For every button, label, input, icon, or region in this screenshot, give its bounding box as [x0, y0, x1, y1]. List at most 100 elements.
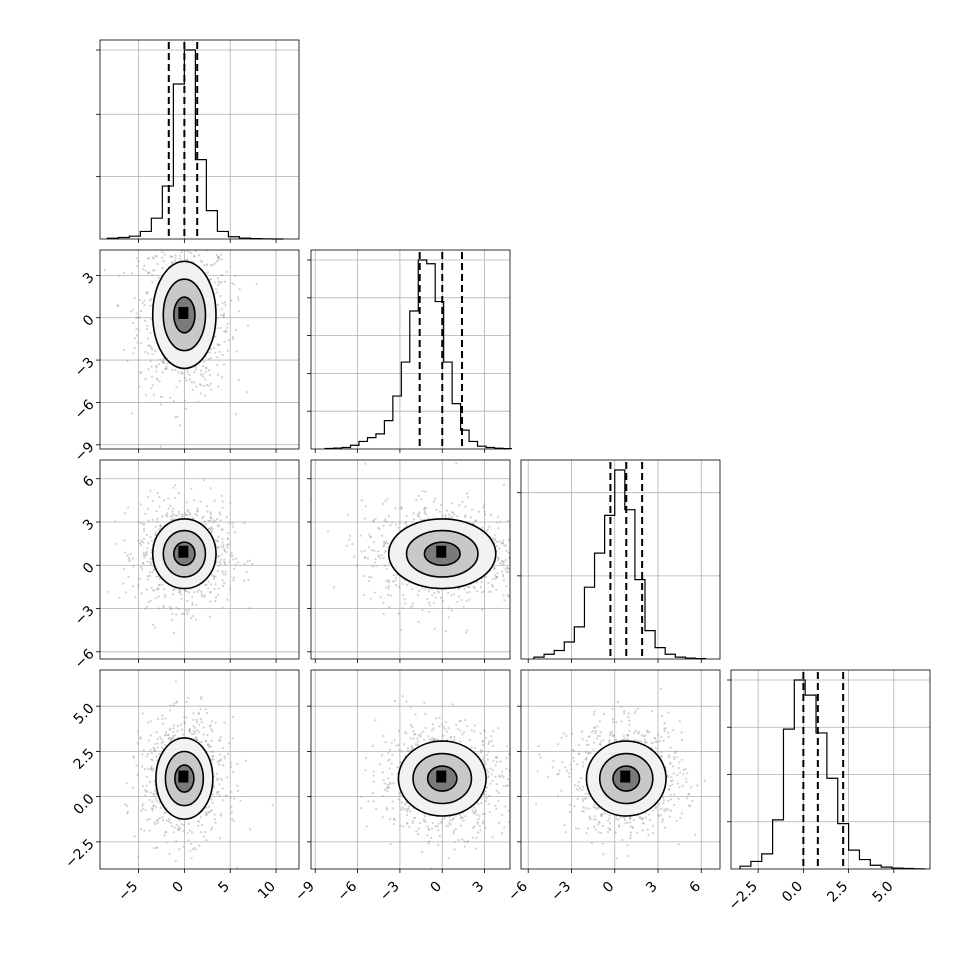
scatter-point	[128, 558, 131, 561]
scatter-point	[674, 751, 677, 754]
scatter-point	[181, 612, 184, 615]
scatter-point	[164, 733, 167, 737]
scatter-point	[237, 379, 241, 382]
scatter-point	[383, 782, 386, 785]
scatter-point	[466, 840, 470, 843]
scatter-point	[479, 829, 482, 832]
scatter-point	[468, 598, 471, 601]
scatter-point	[200, 593, 203, 596]
scatter-point	[467, 586, 471, 589]
scatter-point	[187, 510, 190, 513]
scatter-point	[155, 755, 158, 758]
scatter-point	[141, 712, 144, 715]
scatter-point	[161, 395, 164, 399]
scatter-point	[143, 523, 146, 526]
scatter-point	[483, 730, 487, 733]
scatter-point	[425, 513, 428, 516]
scatter-point	[427, 601, 431, 604]
scatter-point	[645, 729, 649, 732]
scatter-point	[184, 407, 187, 411]
scatter-point	[228, 742, 231, 745]
scatter-point	[217, 525, 220, 528]
scatter-point	[381, 816, 384, 819]
scatter-point	[405, 808, 409, 811]
scatter-point	[146, 752, 150, 756]
scatter-point	[405, 732, 408, 735]
scatter-point	[146, 291, 149, 294]
scatter-point	[382, 612, 385, 616]
scatter-point	[453, 735, 456, 739]
scatter-point	[147, 272, 150, 275]
scatter-point	[124, 512, 127, 515]
scatter-point	[406, 822, 409, 825]
scatter-point	[364, 756, 368, 759]
scatter-point	[223, 330, 226, 333]
scatter-point	[388, 767, 391, 770]
scatter-point	[195, 736, 198, 739]
scatter-point	[518, 562, 520, 564]
scatter-point	[107, 590, 110, 593]
scatter-point	[214, 575, 217, 578]
scatter-point	[411, 819, 414, 823]
scatter-point	[179, 257, 182, 261]
scatter-point	[652, 831, 655, 835]
scatter-point	[156, 520, 159, 523]
scatter-point	[495, 545, 498, 548]
scatter-point	[139, 503, 142, 506]
scatter-point	[205, 263, 209, 266]
scatter-point	[153, 804, 156, 807]
scatter-point	[223, 548, 226, 551]
scatter-point	[669, 809, 673, 812]
scatter-point	[382, 540, 386, 543]
scatter-point	[383, 564, 386, 567]
scatter-point	[231, 737, 234, 740]
scatter-point	[384, 540, 388, 543]
scatter-point	[125, 782, 128, 785]
scatter-point	[188, 512, 191, 515]
scatter-point	[496, 756, 499, 759]
scatter-point	[138, 542, 142, 545]
scatter-point	[208, 357, 211, 361]
scatter-point	[226, 322, 229, 325]
scatter-point	[187, 696, 190, 700]
scatter-point	[221, 747, 225, 750]
scatter-point	[431, 594, 434, 597]
scatter-point	[220, 553, 224, 556]
scatter-point	[386, 497, 389, 500]
scatter-point	[426, 834, 429, 837]
scatter-point	[220, 778, 224, 782]
scatter-point	[142, 527, 146, 530]
scatter-point	[500, 542, 503, 545]
scatter-point	[205, 383, 209, 387]
scatter-point	[187, 591, 191, 594]
scatter-point	[481, 739, 485, 743]
scatter-point	[424, 820, 427, 824]
scatter-point	[218, 560, 221, 563]
scatter-point	[516, 535, 518, 537]
scatter-point	[447, 824, 450, 827]
scatter-point	[210, 573, 214, 576]
scatter-point	[133, 835, 136, 838]
scatter-point	[504, 558, 507, 562]
scatter-point	[146, 292, 149, 295]
scatter-point	[623, 709, 626, 713]
scatter-point	[522, 569, 524, 571]
scatter-point	[461, 500, 464, 503]
scatter-point	[438, 716, 441, 719]
scatter-point	[363, 556, 366, 560]
scatter-point	[228, 522, 231, 525]
scatter-point	[216, 303, 219, 306]
scatter-point	[688, 804, 691, 807]
scatter-point	[195, 368, 198, 371]
scatter-point	[204, 366, 208, 369]
scatter-point	[424, 490, 427, 493]
scatter-point	[434, 497, 437, 500]
scatter-point	[673, 803, 676, 806]
scatter-point	[116, 304, 120, 307]
scatter-point	[433, 738, 436, 741]
scatter-point	[417, 734, 420, 737]
scatter-point	[141, 562, 145, 565]
scatter-point	[248, 559, 251, 562]
scatter-point	[573, 784, 577, 787]
scatter-point	[397, 585, 401, 589]
